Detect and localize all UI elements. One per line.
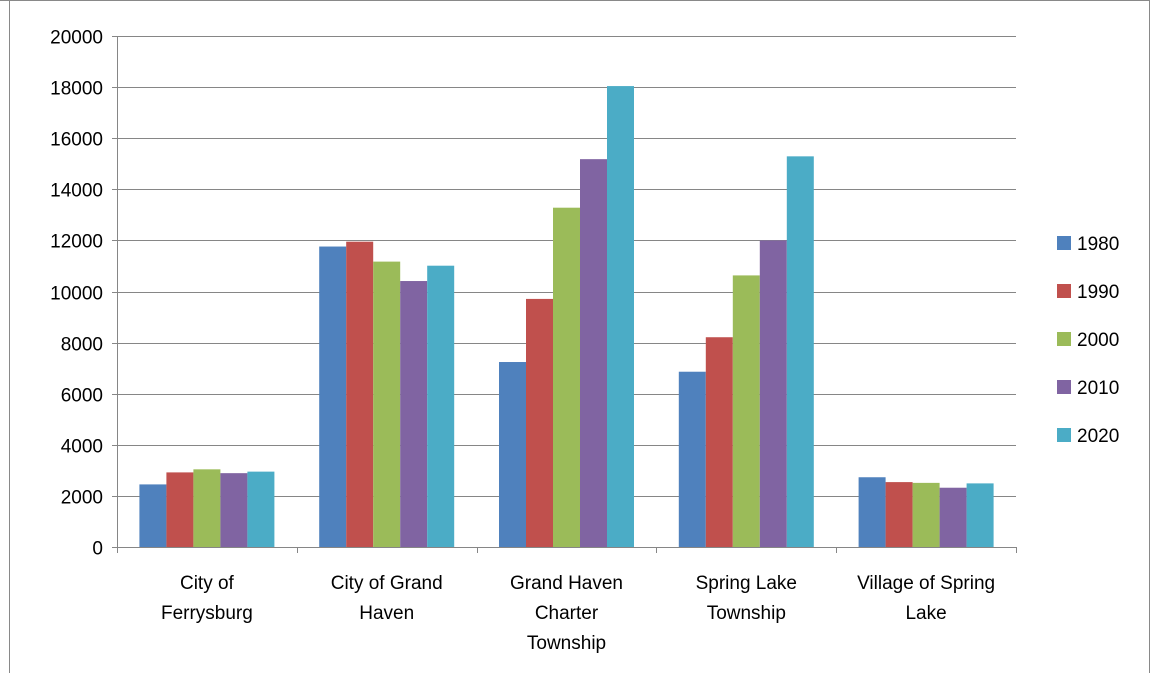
x-category-label-line: City of Grand bbox=[331, 573, 443, 594]
x-category-label-line: Charter bbox=[535, 603, 599, 624]
x-category-label: Spring Lake Township bbox=[696, 573, 797, 624]
y-tick-label: 18000 bbox=[50, 79, 103, 100]
bar-1990-4 bbox=[885, 482, 913, 547]
y-tick-label: 8000 bbox=[61, 335, 103, 356]
y-tick-label: 14000 bbox=[50, 181, 103, 202]
y-tick-label: 12000 bbox=[50, 232, 103, 253]
y-tick-label: 20000 bbox=[50, 28, 103, 49]
x-category-label-line: Township bbox=[527, 633, 606, 654]
bar-1980-1 bbox=[319, 246, 347, 548]
x-category-label-line: Haven bbox=[359, 603, 414, 624]
y-tick-label: 4000 bbox=[61, 437, 103, 458]
bar-2020-4 bbox=[966, 483, 994, 547]
legend-swatch-2000 bbox=[1057, 332, 1071, 346]
bar-1980-3 bbox=[678, 371, 706, 547]
bar-2010-0 bbox=[220, 473, 248, 547]
chart-left-edge bbox=[9, 0, 10, 673]
bar-2020-2 bbox=[607, 86, 634, 547]
bar-1980-2 bbox=[499, 362, 526, 547]
legend-label-2010: 2010 bbox=[1077, 378, 1119, 399]
x-category-label-line: Village of Spring bbox=[857, 573, 995, 594]
bar-2020-0 bbox=[247, 471, 275, 547]
bar-1980-0 bbox=[139, 484, 167, 547]
y-tick-label: 6000 bbox=[61, 386, 103, 407]
axes bbox=[112, 36, 1017, 553]
bar-1980-4 bbox=[858, 477, 886, 547]
legend-label-2020: 2020 bbox=[1077, 426, 1119, 447]
legend-swatch-2010 bbox=[1057, 380, 1071, 394]
y-tick-label: 2000 bbox=[61, 488, 103, 509]
bar-2010-4 bbox=[939, 487, 967, 547]
bar-2010-1 bbox=[400, 281, 428, 547]
legend-swatch-2020 bbox=[1057, 428, 1071, 442]
bar-1990-1 bbox=[346, 241, 374, 548]
x-category-label: Grand Haven Charter Township bbox=[510, 573, 623, 654]
x-category-label: City of Ferrysburg bbox=[161, 573, 253, 624]
legend-label-1990: 1990 bbox=[1077, 282, 1119, 303]
bar-2000-1 bbox=[373, 261, 401, 547]
bars bbox=[139, 86, 994, 548]
legend: 1980 1990 2000 2010 2020 bbox=[1057, 234, 1119, 447]
x-category-label-line: Ferrysburg bbox=[161, 603, 253, 624]
legend-label-2000: 2000 bbox=[1077, 330, 1119, 351]
legend-label-1980: 1980 bbox=[1077, 234, 1119, 255]
bar-2000-0 bbox=[193, 469, 221, 547]
legend-swatch-1990 bbox=[1057, 284, 1071, 298]
x-category-label-line: Township bbox=[707, 603, 786, 624]
legend-swatch-1980 bbox=[1057, 236, 1071, 250]
bar-2010-3 bbox=[759, 240, 787, 547]
bar-1990-0 bbox=[166, 472, 194, 547]
y-axis-tick-labels: 0 2000 4000 6000 8000 10000 12000 14000 16000 180… bbox=[50, 28, 103, 560]
bar-2020-3 bbox=[786, 156, 814, 547]
y-tick-label: 10000 bbox=[50, 284, 103, 305]
bar-2000-2 bbox=[553, 207, 580, 548]
x-category-label-line: Grand Haven bbox=[510, 573, 623, 594]
x-category-label-line: Lake bbox=[905, 603, 946, 624]
bar-2020-1 bbox=[427, 265, 455, 547]
y-tick-label: 0 bbox=[92, 539, 103, 560]
x-category-label: City of Grand Haven bbox=[331, 573, 443, 624]
bar-2000-4 bbox=[912, 482, 940, 547]
bar-1990-3 bbox=[705, 337, 733, 547]
bar-1990-2 bbox=[526, 298, 553, 547]
y-tick-label: 16000 bbox=[50, 130, 103, 151]
bar-2010-2 bbox=[580, 159, 607, 547]
x-category-label: Village of Spring Lake bbox=[857, 573, 995, 624]
x-category-label-line: Spring Lake bbox=[696, 573, 797, 594]
bar-2000-3 bbox=[732, 275, 760, 547]
x-axis-category-labels: City of Ferrysburg City of Grand Haven Grand… bbox=[161, 573, 995, 654]
x-category-label-line: City of bbox=[180, 573, 235, 594]
